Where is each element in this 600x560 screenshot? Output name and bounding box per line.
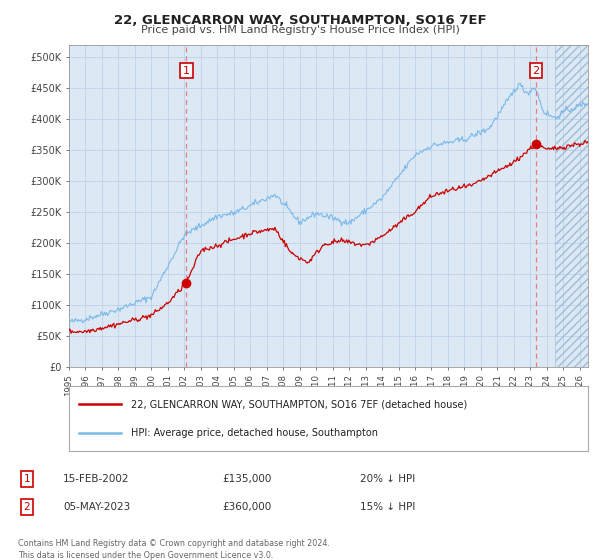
Text: 15-FEB-2002: 15-FEB-2002: [63, 474, 130, 484]
Text: Contains HM Land Registry data © Crown copyright and database right 2024.
This d: Contains HM Land Registry data © Crown c…: [18, 539, 330, 559]
Text: 2: 2: [23, 502, 31, 512]
Text: 15% ↓ HPI: 15% ↓ HPI: [360, 502, 415, 512]
Text: 1: 1: [183, 66, 190, 76]
Text: £360,000: £360,000: [222, 502, 271, 512]
Text: 05-MAY-2023: 05-MAY-2023: [63, 502, 130, 512]
Text: 1: 1: [23, 474, 31, 484]
Text: 22, GLENCARRON WAY, SOUTHAMPTON, SO16 7EF (detached house): 22, GLENCARRON WAY, SOUTHAMPTON, SO16 7E…: [131, 399, 467, 409]
Text: 22, GLENCARRON WAY, SOUTHAMPTON, SO16 7EF: 22, GLENCARRON WAY, SOUTHAMPTON, SO16 7E…: [113, 14, 487, 27]
Text: 20% ↓ HPI: 20% ↓ HPI: [360, 474, 415, 484]
Text: HPI: Average price, detached house, Southampton: HPI: Average price, detached house, Sout…: [131, 428, 378, 438]
Text: 2: 2: [533, 66, 539, 76]
Text: £135,000: £135,000: [222, 474, 271, 484]
Text: Price paid vs. HM Land Registry's House Price Index (HPI): Price paid vs. HM Land Registry's House …: [140, 25, 460, 35]
